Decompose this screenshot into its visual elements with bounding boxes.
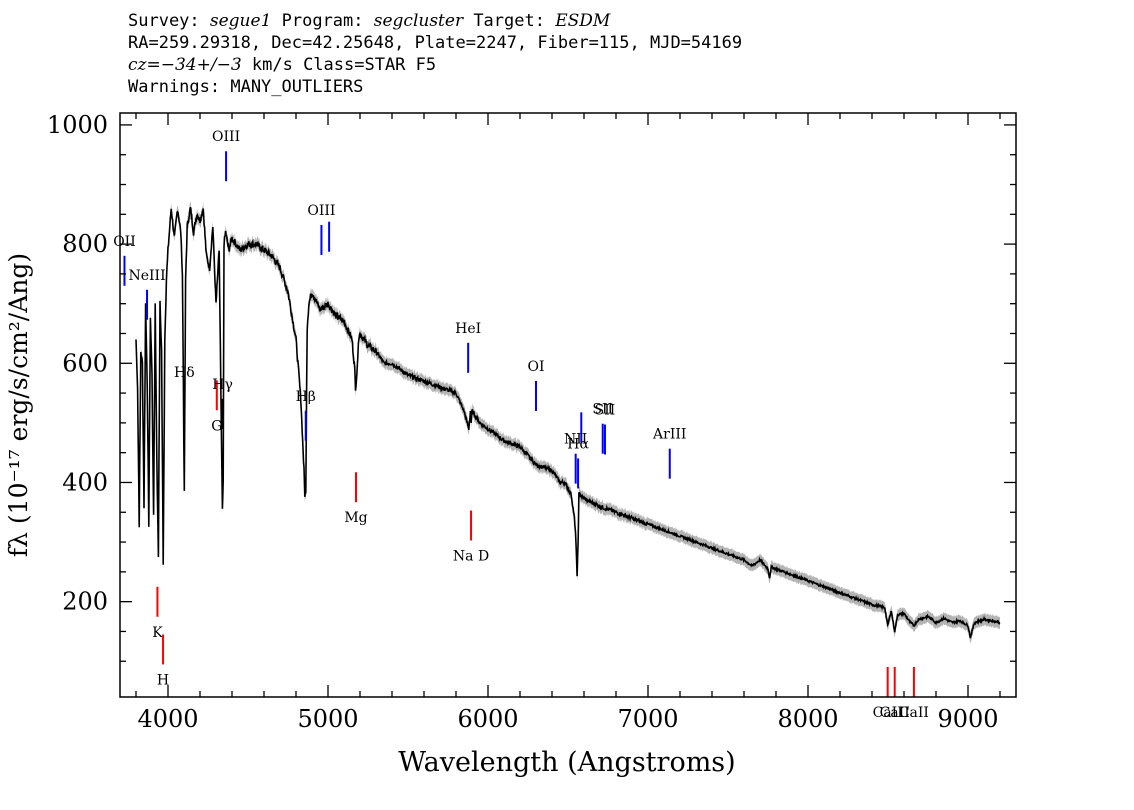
line-marker-label: NeIII — [128, 268, 165, 284]
survey-value: segue1 — [209, 11, 272, 31]
x-tick-label: 9000 — [937, 705, 998, 733]
line-marker-label: OIII — [212, 129, 240, 145]
x-tick-label: 8000 — [777, 705, 838, 733]
class-text: km/s Class=STAR F5 — [241, 55, 437, 75]
program-value: segcluster — [373, 11, 464, 31]
plot-frame — [119, 112, 1017, 698]
y-tick-label: 1000 — [47, 111, 108, 139]
line-marker-label: H — [157, 672, 169, 688]
line-marker-label: HeI — [455, 321, 481, 337]
cz-key: cz= — [128, 55, 161, 75]
line-marker-label: OIII — [307, 203, 335, 219]
x-tick-label: 7000 — [617, 705, 678, 733]
cz-value: −34+/−3 — [160, 55, 242, 75]
y-axis-label: fλ (10⁻¹⁷ erg/s/cm²/Ang) — [4, 253, 33, 557]
line-marker-label: Na D — [453, 548, 489, 564]
line-marker-label: SII — [592, 402, 613, 418]
header-line-coords: RA=259.29318, Dec=42.25648, Plate=2247, … — [128, 33, 743, 53]
line-marker-label: CaII — [880, 705, 910, 721]
line-marker-label: OII — [113, 234, 136, 250]
y-tick-label: 600 — [62, 349, 108, 377]
program-key: Program: — [271, 11, 374, 31]
spectrum-series-group — [135, 206, 1001, 639]
x-tick-label: 4000 — [137, 705, 198, 733]
header-line-redshift: cz=−34+/−3 km/s Class=STAR F5 — [128, 54, 742, 76]
y-tick-label: 400 — [62, 468, 108, 496]
spectrum-header: Survey: segue1 Program: segcluster Targe… — [128, 10, 742, 98]
header-line-survey: Survey: segue1 Program: segcluster Targe… — [128, 10, 742, 32]
error-band — [136, 201, 1000, 644]
x-tick-label: 6000 — [457, 705, 518, 733]
line-marker-label: ArIII — [652, 427, 686, 443]
line-marker-label: K — [152, 625, 163, 641]
line-marker-label: CaII — [873, 705, 903, 721]
spectrum-line — [135, 206, 1001, 639]
line-marker-label: Mg — [344, 510, 367, 526]
line-marker-label: CaII — [899, 705, 929, 721]
error-band-group — [136, 201, 1000, 644]
x-axis-label: Wavelength (Angstroms) — [398, 747, 735, 778]
line-marker-label: OI — [527, 359, 544, 375]
survey-key: Survey: — [128, 11, 210, 31]
line-marker-label: SII — [595, 403, 616, 419]
line-marker-label: Hγ — [212, 377, 233, 393]
y-tick-label: 800 — [62, 230, 108, 258]
line-marker-label: Hα — [567, 436, 589, 452]
axes-group: 4000 5000 6000 7000 8000 9000 200 400 600 800 1000 — [47, 111, 1017, 733]
x-tick-label: 5000 — [297, 705, 358, 733]
y-tick-label: 200 — [62, 588, 108, 616]
line-marker-label: Hδ — [174, 365, 195, 381]
header-line-warnings: Warnings: MANY_OUTLIERS — [128, 77, 364, 97]
target-key: Target: — [463, 11, 556, 31]
line-marker-label: Hβ — [296, 389, 316, 405]
line-marker-label: G — [211, 418, 222, 434]
target-value: ESDM — [555, 11, 611, 31]
